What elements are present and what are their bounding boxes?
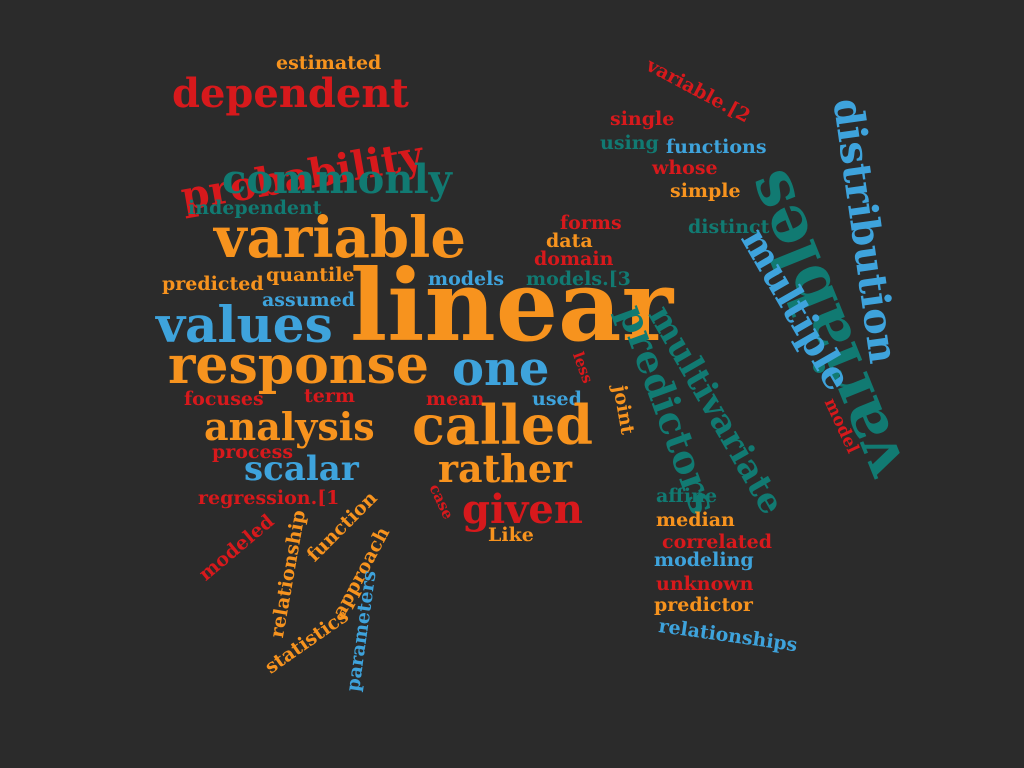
word: focuses [184,388,264,410]
word: distinct [688,216,770,238]
word: models.[3 [526,268,631,290]
word: linear [350,249,674,364]
word: unknown [656,573,754,595]
word: rather [438,446,573,491]
word: term [304,385,355,407]
word: commonly [222,156,452,203]
word: data [546,230,593,252]
word: estimated [276,52,382,74]
word: correlated [662,531,773,553]
word: single [610,108,675,130]
word: response [168,335,429,396]
word: joint [608,383,639,437]
word: independent [188,197,322,219]
word: analysis [204,404,375,449]
word: domain [534,248,614,270]
word: assumed [262,289,355,311]
word: scalar [244,449,359,489]
word: whose [652,157,718,179]
word: given [462,486,583,533]
word: dependent [172,70,409,117]
word: median [656,509,735,531]
word: simple [670,180,741,202]
word: quantile [266,264,355,286]
word: modeled [194,510,279,586]
word: process [212,441,294,463]
word: called [412,393,594,457]
word: affine [656,485,718,507]
word: regression.[1 [198,487,340,509]
word: used [532,388,582,410]
word: forms [560,212,622,234]
word: variable [214,205,466,271]
word: modeling [654,549,754,571]
word: predictor [654,594,753,616]
word: values [156,295,333,354]
word: one [452,341,550,397]
word: mean [426,388,485,410]
word: models [428,268,505,290]
word: functions [666,136,767,158]
word: using [600,132,659,154]
word: relationships [657,615,799,657]
word: predicted [162,273,264,295]
word: Like [488,524,534,546]
